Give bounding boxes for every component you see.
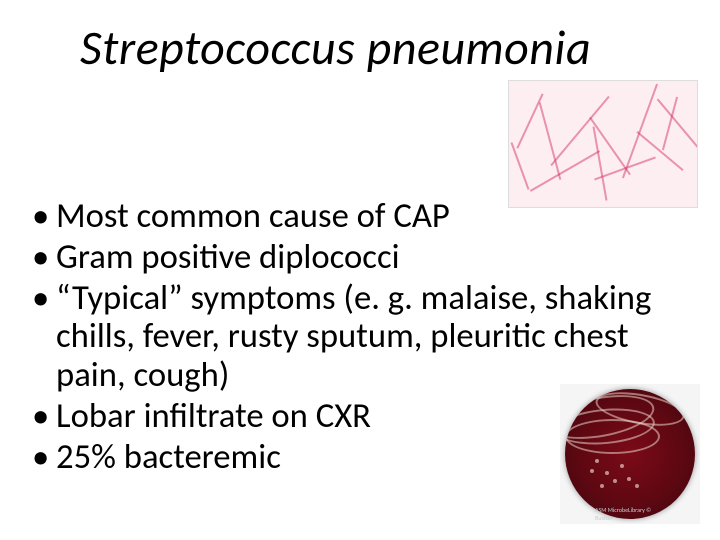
gram-stain-image [508,80,698,208]
blood-agar-image: ASM MicrobeLibrary © Buxton [560,384,700,524]
image-credit: ASM MicrobeLibrary © Buxton [595,506,665,522]
bullet-item: “Typical” symptoms (e. g. malaise, shaki… [30,279,690,395]
agar-plate [565,389,695,519]
slide-root: Streptococcus pneumonia Most common caus… [0,0,720,540]
bullet-item: Gram positive diplococci [30,238,690,277]
slide-title: Streptococcus pneumonia [80,18,690,77]
